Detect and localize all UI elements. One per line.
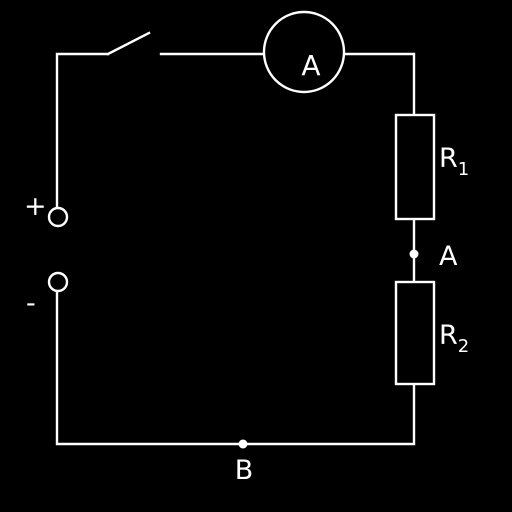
- node-a-label: A: [439, 241, 458, 272]
- node-b-label: B: [235, 455, 254, 486]
- resistor-r2: R2: [394, 280, 469, 386]
- resistor-r1-body: [394, 113, 436, 221]
- resistor-r2-body: [394, 280, 436, 386]
- node-b-dot: [238, 439, 248, 449]
- negative-terminal-label: -: [26, 288, 36, 319]
- ammeter-circle: [262, 10, 346, 94]
- resistor-r2-index: 2: [458, 336, 469, 357]
- resistor-r1-index: 1: [458, 159, 469, 180]
- wire-ammeter-to-r1: [341, 52, 416, 117]
- positive-terminal-label: +: [24, 191, 47, 222]
- resistor-r2-letter: R: [439, 320, 458, 351]
- resistor-r1-label: R1: [439, 143, 469, 180]
- wires: [55, 31, 416, 446]
- wire-left-top: [55, 52, 110, 208]
- wire-bottom: [55, 289, 416, 446]
- ammeter-label: A: [301, 49, 320, 82]
- resistor-r2-label: R2: [439, 320, 469, 357]
- positive-terminal: [47, 206, 69, 228]
- resistor-r1-letter: R: [439, 143, 458, 174]
- node-b: B: [235, 439, 254, 486]
- power-terminals: + -: [24, 191, 69, 319]
- node-a: A: [409, 241, 458, 272]
- ammeter: A: [262, 10, 346, 94]
- resistor-r1: R1: [394, 113, 469, 221]
- switch-blade: [106, 31, 151, 56]
- node-a-dot: [409, 249, 419, 259]
- negative-terminal: [47, 271, 69, 293]
